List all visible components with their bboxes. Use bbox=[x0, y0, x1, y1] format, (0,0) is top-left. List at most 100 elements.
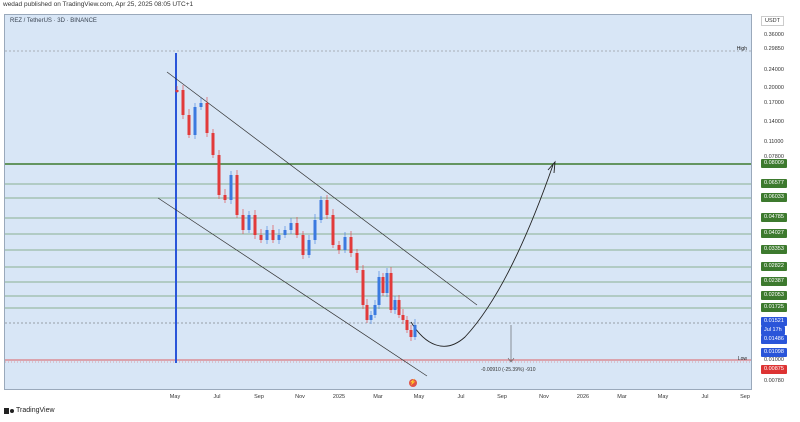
price-plot[interactable] bbox=[5, 15, 752, 390]
candle-body bbox=[385, 273, 389, 293]
price-tick: 0.01000 bbox=[764, 357, 784, 363]
candle-body bbox=[223, 195, 227, 200]
candle-body bbox=[295, 223, 299, 235]
time-label: Jul bbox=[457, 394, 465, 400]
candle-body bbox=[325, 200, 329, 215]
price-tick: 0.11000 bbox=[764, 139, 784, 145]
candle-body bbox=[377, 277, 381, 305]
candle-body bbox=[343, 237, 347, 250]
time-label: May bbox=[169, 394, 181, 400]
candle-body bbox=[373, 305, 377, 315]
event-icon[interactable]: ⚡ bbox=[409, 379, 417, 387]
time-label: Jul bbox=[213, 394, 221, 400]
symbol-title: REZ / TetherUS · 3D · BINANCE bbox=[10, 18, 97, 24]
candle-body bbox=[331, 215, 335, 245]
candle-body bbox=[319, 200, 323, 220]
candle-body bbox=[253, 215, 257, 235]
price-tick: 0.07800 bbox=[764, 154, 784, 160]
candle-body bbox=[389, 273, 393, 310]
candle-body bbox=[181, 90, 185, 115]
projection-curve bbox=[410, 164, 554, 347]
candle-body bbox=[405, 320, 409, 330]
candle-body bbox=[301, 235, 305, 255]
price-tag: 0.01486 bbox=[761, 335, 787, 344]
candle-body bbox=[187, 115, 191, 135]
time-label: May bbox=[657, 394, 669, 400]
candle-body bbox=[361, 270, 365, 305]
candle-body bbox=[241, 215, 245, 230]
time-label: Jul bbox=[701, 394, 709, 400]
candle-body bbox=[247, 215, 251, 230]
low-label: Low bbox=[737, 356, 747, 362]
candle-body bbox=[271, 230, 275, 240]
time-label: Mar bbox=[373, 394, 383, 400]
time-label: Mar bbox=[617, 394, 627, 400]
publish-info: wedad published on TradingView.com, Apr … bbox=[3, 1, 194, 8]
tradingview-brand[interactable]: TradingView bbox=[4, 407, 55, 414]
candle-body bbox=[217, 155, 221, 195]
candle-body bbox=[211, 133, 215, 155]
price-axis[interactable]: USDT 0.36000 0.29850 0.24000 0.20000 0.1… bbox=[752, 14, 800, 390]
price-tick: 0.24000 bbox=[764, 67, 784, 73]
price-tag: 0.08009 bbox=[761, 159, 787, 168]
brand-label: TradingView bbox=[16, 407, 55, 414]
candle-body bbox=[401, 315, 405, 320]
candle-body bbox=[349, 237, 353, 253]
high-label: High bbox=[736, 46, 747, 52]
candle-body bbox=[259, 235, 263, 240]
candle-body bbox=[289, 223, 293, 230]
price-tick: 0.00780 bbox=[764, 378, 784, 384]
price-tick: 0.36000 bbox=[764, 32, 784, 38]
candle-body bbox=[365, 305, 369, 320]
time-axis[interactable]: May Jul Sep Nov 2025 Mar May Jul Sep Nov… bbox=[4, 390, 752, 404]
candle-body bbox=[199, 103, 203, 107]
candle-body bbox=[381, 277, 385, 293]
candle-body bbox=[235, 175, 239, 215]
price-tag: 0.03353 bbox=[761, 245, 787, 254]
candle-body bbox=[265, 230, 269, 240]
time-label: 2026 bbox=[576, 394, 590, 400]
price-tag: 0.02387 bbox=[761, 277, 787, 286]
measure-arrow bbox=[507, 357, 515, 363]
price-tag: 0.04027 bbox=[761, 229, 787, 238]
projection-arrowhead bbox=[547, 160, 556, 174]
candle-body bbox=[229, 175, 233, 200]
measure-readout: -0.00910 (-25.39%) -910 bbox=[481, 367, 536, 373]
candle-body bbox=[283, 230, 287, 235]
time-label: Sep bbox=[497, 394, 507, 400]
currency-badge[interactable]: USDT bbox=[761, 16, 784, 26]
candle-body bbox=[205, 103, 209, 133]
candle-body bbox=[313, 220, 317, 240]
time-label: Sep bbox=[254, 394, 264, 400]
time-label: May bbox=[413, 394, 425, 400]
candle-body bbox=[277, 235, 281, 240]
candle-body bbox=[337, 245, 341, 250]
time-label: Sep bbox=[740, 394, 750, 400]
candle-body bbox=[193, 107, 197, 135]
channel-lower bbox=[157, 197, 428, 377]
price-tag: 0.02822 bbox=[761, 262, 787, 271]
price-tick: 0.14000 bbox=[764, 119, 784, 125]
price-tag: 0.00875 bbox=[761, 365, 787, 374]
candle-body bbox=[409, 330, 413, 337]
channel-upper bbox=[166, 71, 478, 306]
candle-body bbox=[175, 90, 179, 92]
price-tag: 0.02053 bbox=[761, 291, 787, 300]
countdown-tag: Jul 17h bbox=[761, 326, 785, 335]
candle-body bbox=[369, 315, 373, 320]
chart-pane[interactable]: REZ / TetherUS · 3D · BINANCE High Low -… bbox=[4, 14, 752, 390]
candle-body bbox=[397, 300, 401, 315]
price-tag: 0.01521 bbox=[761, 317, 787, 326]
price-tag: 0.06033 bbox=[761, 193, 787, 202]
candles-group bbox=[175, 85, 417, 341]
price-tick: 0.29850 bbox=[764, 46, 784, 52]
time-label: 2025 bbox=[332, 394, 346, 400]
candle-body bbox=[307, 240, 311, 255]
price-tick: 0.17000 bbox=[764, 100, 784, 106]
candle-body bbox=[355, 253, 359, 270]
candle-body bbox=[413, 325, 417, 337]
price-tag: 0.01098 bbox=[761, 348, 787, 357]
time-label: Nov bbox=[539, 394, 549, 400]
price-tag: 0.04785 bbox=[761, 213, 787, 222]
tradingview-logo-icon bbox=[4, 407, 14, 414]
